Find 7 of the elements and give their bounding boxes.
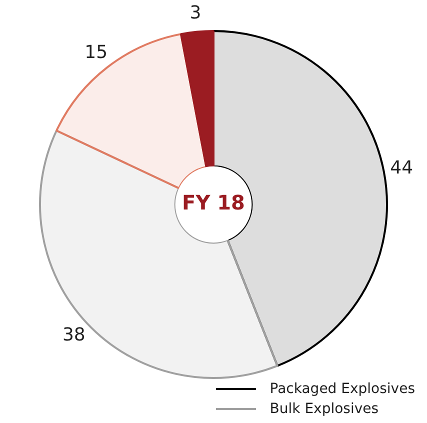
legend-label: Bulk Explosives: [270, 401, 379, 417]
data-label: 15: [84, 42, 108, 63]
data-label: 38: [62, 324, 86, 346]
text: FY 18: [182, 190, 245, 215]
data-label: 44: [390, 157, 414, 178]
legend-label: Packaged Explosives: [270, 381, 415, 397]
data-label: 3: [190, 2, 202, 24]
